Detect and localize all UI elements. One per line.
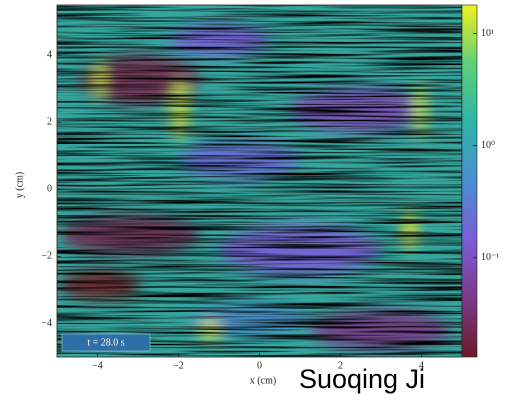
colorbar-tick-label: 10¹ [481,28,494,39]
x-tick-label: 2 [338,360,343,371]
colorbar-tick-label: 10⁻¹ [481,252,499,263]
y-tick-label: 0 [47,184,52,195]
field-image [57,5,462,357]
caption: Suoqing Ji [299,364,425,394]
y-tick-label: −4 [41,318,52,329]
x-tick-label: −4 [92,360,103,371]
x-tick-label: 4 [419,360,424,371]
x-axis-label: x (cm) [250,375,276,386]
chart: t = 28.0 s x (cm) y (cm) Suoqing Ji −4 −2… [0,0,506,401]
annotation: t = 28.0 s [87,337,124,348]
y-tick-label: 2 [47,117,52,128]
colorbar-tick-label: 10⁰ [481,140,495,151]
x-tick-label: 0 [257,360,262,371]
y-axis-label: y (cm) [14,172,25,198]
y-tick-label: −2 [41,251,52,262]
y-tick-label: 4 [47,50,52,61]
x-tick-label: −2 [173,360,184,371]
colorbar [462,5,477,357]
